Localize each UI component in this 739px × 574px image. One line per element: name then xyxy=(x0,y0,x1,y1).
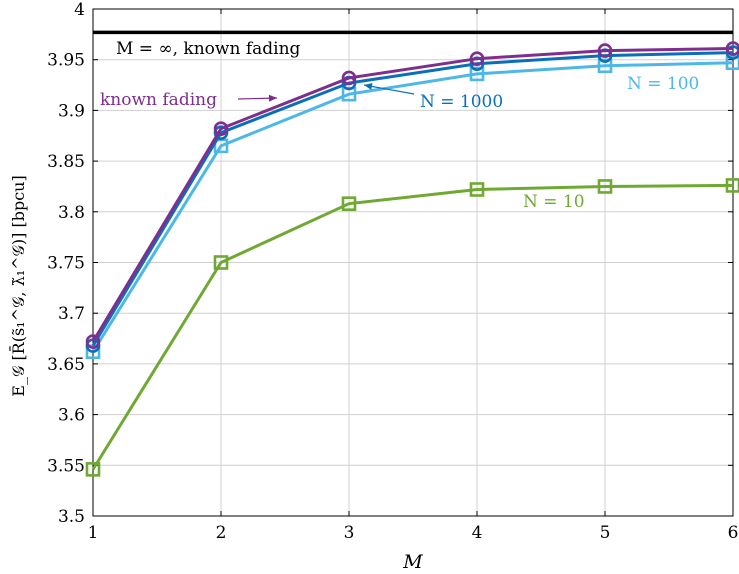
series-group xyxy=(85,41,739,477)
annotation-arrow xyxy=(363,84,415,95)
x-tick-label: 1 xyxy=(88,523,99,543)
data-point xyxy=(85,344,101,360)
data-point xyxy=(725,178,739,193)
y-tick-label: 3.8 xyxy=(58,203,85,223)
data-point xyxy=(725,55,739,71)
x-tick-label: 3 xyxy=(344,523,355,543)
y-tick-label: 3.9 xyxy=(58,101,85,121)
data-point xyxy=(597,58,613,74)
data-point xyxy=(469,182,485,197)
reference-line-label: M = ∞, known fading xyxy=(116,39,301,59)
y-tick-label: 3.5 xyxy=(58,507,85,527)
x-tick-label: 6 xyxy=(728,523,739,543)
annotation-arrowhead xyxy=(268,94,277,102)
x-tick-label: 2 xyxy=(216,523,227,543)
y-tick-label: 3.7 xyxy=(58,304,85,324)
data-point xyxy=(341,196,357,211)
annotation-label: N = 10 xyxy=(523,192,585,212)
plot-frame xyxy=(92,8,734,517)
y-tick-label: 3.75 xyxy=(47,254,85,274)
series-line xyxy=(91,61,734,353)
data-point xyxy=(597,43,613,58)
data-point xyxy=(469,51,485,66)
data-point xyxy=(597,179,613,194)
annotation-label: N = 100 xyxy=(627,74,699,94)
y-tick-label: 3.6 xyxy=(58,406,85,426)
series-known-fading xyxy=(85,41,739,349)
series-line xyxy=(91,47,734,343)
y-tick-label: 3.95 xyxy=(47,51,85,71)
reference-line: M = ∞, known fading xyxy=(93,30,733,59)
y-tick-label: 3.85 xyxy=(47,152,85,172)
x-tick-label: 4 xyxy=(472,523,483,543)
data-point xyxy=(213,121,229,136)
annotation-label: known fading xyxy=(100,90,217,110)
y-axis-label: E_𝒢 [R̄(s̃₁^𝒢, λ̃₁^𝒢)] [bpcu] xyxy=(7,175,28,396)
data-point xyxy=(725,41,739,56)
data-point xyxy=(469,66,485,82)
annotation-label: N = 1000 xyxy=(420,92,503,112)
series-n-100 xyxy=(85,55,739,360)
data-point xyxy=(85,462,101,477)
data-point xyxy=(213,255,229,270)
series-line xyxy=(91,183,734,471)
y-tick-label: 3.65 xyxy=(47,355,85,375)
y-tick-label: 4 xyxy=(74,0,85,20)
annotations: known fading N = 1000 N = 100 N = 10 xyxy=(100,74,699,212)
series-n-1000 xyxy=(85,45,739,353)
series-n-10 xyxy=(85,178,739,477)
x-axis-label: M xyxy=(402,551,423,573)
data-point xyxy=(341,70,357,86)
series-line xyxy=(91,51,734,347)
y-tick-label: 3.55 xyxy=(47,456,85,476)
annotation-arrowhead xyxy=(364,82,373,90)
data-point xyxy=(85,334,101,349)
axes: 1 2 3 4 5 6 3.5 3.55 3.6 3.65 3.7 3.75 3.8 3.85 3.9 3.9… xyxy=(47,0,738,543)
x-tick-label: 5 xyxy=(600,523,611,543)
